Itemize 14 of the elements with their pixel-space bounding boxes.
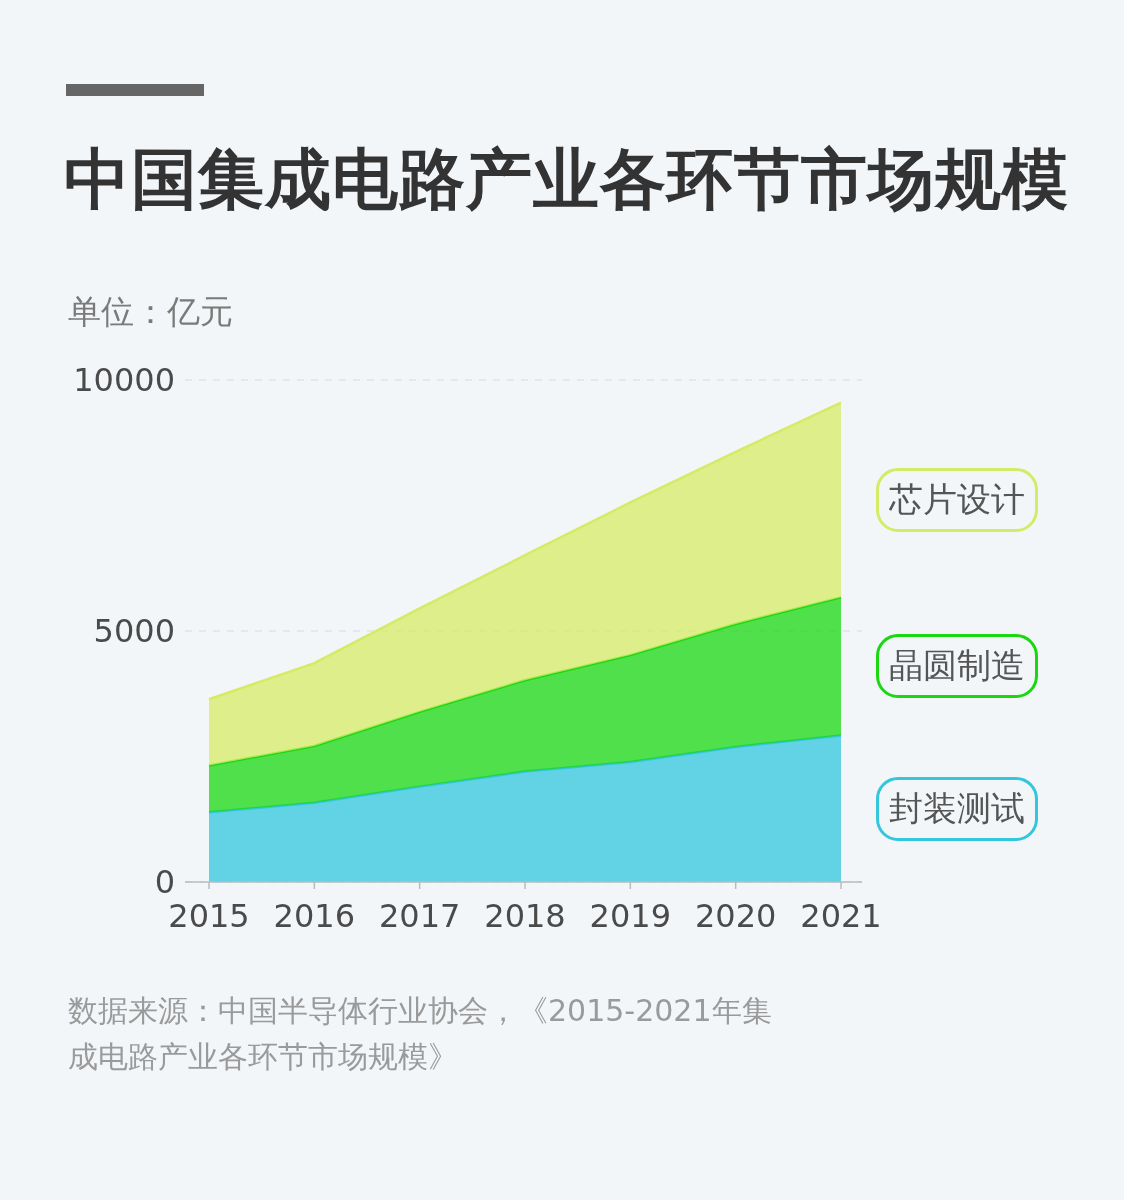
x-tick-label: 2021 <box>800 896 882 935</box>
x-tick-label: 2018 <box>484 896 566 935</box>
series-label: 封装测试 <box>876 776 1038 841</box>
y-tick-label: 5000 <box>93 612 175 651</box>
x-tick-label: 2019 <box>589 896 672 935</box>
y-axis-title: 单位：亿元 <box>68 291 233 333</box>
x-tick-label: 2016 <box>273 896 356 935</box>
series-label: 晶圆制造 <box>876 634 1038 699</box>
x-tick-label: 2020 <box>694 896 777 935</box>
y-tick-label: 10000 <box>73 361 175 400</box>
source-note: 数据来源：中国半导体行业协会，《2015-2021年集成电路产业各环节市场规模》 <box>68 992 773 1076</box>
chart-title: 中国集成电路产业各环节市场规模 <box>64 140 1069 220</box>
series-label: 芯片设计 <box>876 467 1038 532</box>
x-tick-label: 2017 <box>378 896 461 935</box>
